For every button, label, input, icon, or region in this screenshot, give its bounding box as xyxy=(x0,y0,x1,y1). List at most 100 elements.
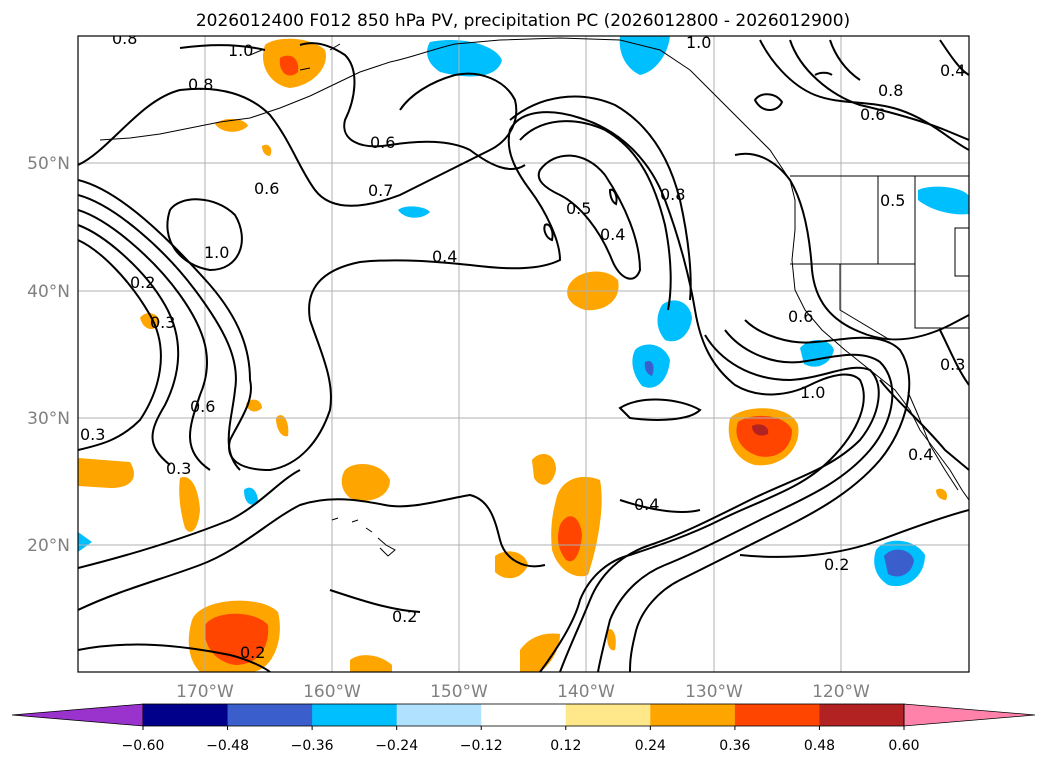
colorbar-tick-label: 0.48 xyxy=(804,738,835,754)
contour-label: 0.7 xyxy=(368,181,393,200)
colorbar-segment xyxy=(396,704,482,726)
colorbar-segment xyxy=(650,704,736,726)
contour-line xyxy=(78,224,180,466)
contour-label: 0.2 xyxy=(240,643,265,662)
contour-line xyxy=(879,379,969,471)
contour-line xyxy=(739,509,969,558)
contour-line xyxy=(543,223,554,242)
precip-blob xyxy=(179,477,200,532)
latitude-labels: 50°N 40°N 30°N 20°N xyxy=(27,154,70,556)
contour-label: 0.3 xyxy=(166,459,191,478)
contour-label: 0.3 xyxy=(150,313,175,332)
contour-line xyxy=(939,329,969,386)
colorbar-extend-max xyxy=(903,703,1036,727)
colorbar-segment xyxy=(312,704,398,726)
colorbar-tick-label: −0.60 xyxy=(122,738,165,754)
contour-line xyxy=(597,329,894,672)
lon-label: 120°W xyxy=(812,682,870,702)
state-border xyxy=(954,227,969,277)
contour-label: 0.8 xyxy=(878,81,903,100)
contour-label: 1.0 xyxy=(228,41,253,60)
contour-line xyxy=(559,334,880,672)
contour-line xyxy=(509,95,692,301)
precip-blob xyxy=(427,40,502,77)
precip-blob xyxy=(752,424,769,436)
map-frame xyxy=(77,35,970,673)
contour-line xyxy=(753,93,784,111)
contour-line xyxy=(78,239,162,451)
colorbar-tick-label: 0.24 xyxy=(635,738,666,754)
state-border xyxy=(839,264,891,341)
contour-line xyxy=(789,39,969,141)
precip-blob xyxy=(350,655,392,672)
lon-label: 160°W xyxy=(303,682,361,702)
contour-label: 0.5 xyxy=(880,191,905,210)
colorbar-segment xyxy=(481,704,567,726)
contour-line xyxy=(939,39,969,76)
colorbar-frame xyxy=(142,703,905,727)
contour-label: 0.2 xyxy=(130,273,155,292)
precip-blob xyxy=(558,516,582,562)
contour-line xyxy=(519,120,672,311)
colorbar-extend-min xyxy=(11,703,144,727)
lon-label: 140°W xyxy=(557,682,615,702)
precip-blob xyxy=(279,55,299,76)
precip-blob xyxy=(644,360,654,376)
colorbar: −0.60 −0.48 −0.36 −0.24 −0.12 0.12 0.24 0.36 0.4… xyxy=(11,703,1036,754)
contour-label: 0.6 xyxy=(860,105,885,124)
contour-label: 0.4 xyxy=(634,495,659,514)
contour-label: 0.2 xyxy=(392,607,417,626)
lat-label: 50°N xyxy=(27,154,70,174)
contour-label: 0.2 xyxy=(824,555,849,574)
colorbar-tick-label: −0.48 xyxy=(206,738,249,754)
precip-blob xyxy=(918,186,969,215)
contour-line xyxy=(78,493,546,611)
longitude-labels: 170°W 160°W 150°W 140°W 130°W 120°W xyxy=(176,682,870,702)
contour-line xyxy=(166,198,243,272)
contour-label: 0.8 xyxy=(660,185,685,204)
contour-line xyxy=(618,398,702,421)
colorbar-segment xyxy=(565,704,651,726)
contour-label: 0.3 xyxy=(80,425,105,444)
colorbar-tick-label: −0.12 xyxy=(460,738,503,754)
chart-title: 2026012400 F012 850 hPa PV, precipitatio… xyxy=(196,11,850,31)
precip-blob xyxy=(884,549,914,577)
precip-blob xyxy=(262,144,272,156)
lat-label: 40°N xyxy=(27,282,70,302)
coastline xyxy=(99,61,391,141)
precip-blob xyxy=(78,458,134,488)
contour-line xyxy=(78,194,241,471)
coastline xyxy=(907,391,959,491)
precip-shading xyxy=(78,36,969,672)
contour-line xyxy=(78,469,301,569)
contour-labels: 0.8 1.0 0.8 0.6 0.6 0.7 1.0 0.2 0.3 0.4 … xyxy=(80,33,965,662)
lon-label: 170°W xyxy=(176,682,234,702)
contour-line xyxy=(629,319,911,672)
coastlines xyxy=(99,37,969,557)
contour-label: 0.4 xyxy=(432,247,457,266)
coastline xyxy=(389,37,756,136)
contour-line xyxy=(734,152,969,341)
contour-label: 0.8 xyxy=(188,75,213,94)
lon-label: 130°W xyxy=(685,682,743,702)
lat-label: 20°N xyxy=(27,536,70,556)
contour-line xyxy=(179,44,266,51)
precip-blob xyxy=(215,118,248,132)
colorbar-tick-label: −0.36 xyxy=(291,738,334,754)
contour-line xyxy=(329,589,421,613)
coastline xyxy=(331,517,396,557)
contour-label: 0.3 xyxy=(940,355,965,374)
precip-blob xyxy=(606,628,616,651)
contour-label: 0.6 xyxy=(370,133,395,152)
contour-label: 1.0 xyxy=(204,243,229,262)
precip-blob xyxy=(244,487,258,505)
contour-label: 0.6 xyxy=(254,179,279,198)
precip-blob xyxy=(246,399,262,412)
precip-blob xyxy=(736,415,792,457)
precip-blob xyxy=(532,454,556,485)
contour-label: 1.0 xyxy=(686,33,711,52)
coastline xyxy=(249,43,341,71)
contour-label: 0.4 xyxy=(908,445,933,464)
colorbar-segment xyxy=(734,704,820,726)
